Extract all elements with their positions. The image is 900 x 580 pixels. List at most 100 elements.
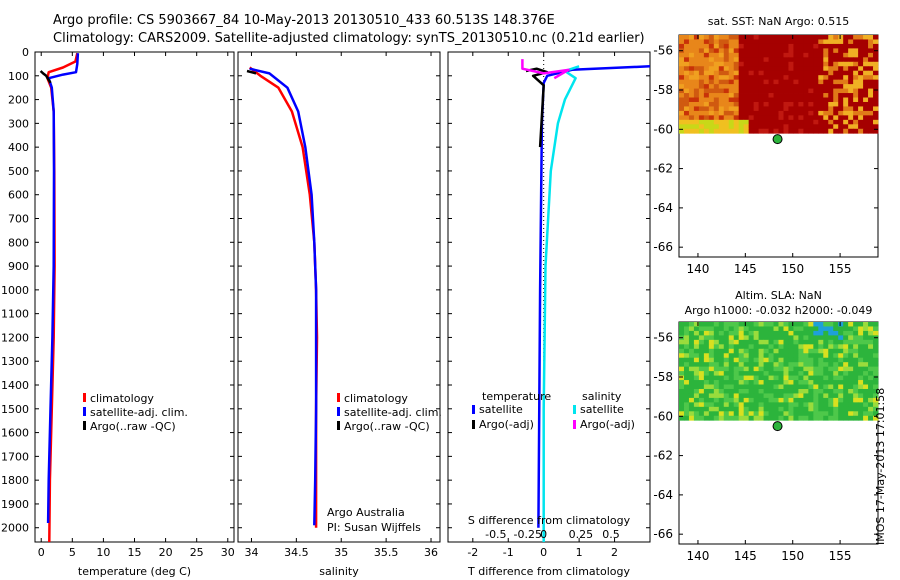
heatmap-cell (713, 330, 720, 336)
heatmap-cell (788, 35, 794, 40)
heatmap-cell (688, 52, 695, 58)
heatmap-cell (708, 380, 715, 385)
heatmap-cell (808, 335, 814, 341)
heatmap-cell (778, 124, 784, 130)
heatmap-cell (698, 344, 705, 350)
heatmap-cell (723, 39, 730, 45)
heatmap-cell (848, 88, 854, 94)
heatmap-cell (679, 380, 685, 385)
heatmap-cell (808, 128, 814, 134)
heatmap-cell (803, 415, 809, 421)
heatmap-cell (868, 415, 874, 421)
heatmap-cell (743, 84, 750, 89)
heatmap-cell (853, 411, 859, 417)
heatmap-cell (798, 70, 804, 76)
heatmap-cell (803, 35, 809, 40)
heatmap-cell (728, 375, 735, 381)
heatmap-cell (688, 48, 695, 54)
x-tick-label: 35 (334, 546, 348, 559)
heatmap-cell (713, 322, 720, 327)
heatmap-cell (773, 128, 779, 134)
heatmap-cell (743, 106, 750, 112)
heatmap-cell (833, 406, 839, 412)
heatmap-cells (679, 35, 879, 134)
heatmap-cell (808, 88, 814, 94)
heatmap-cell (838, 106, 844, 112)
heatmap-cell (843, 362, 849, 368)
heatmap-cell (838, 384, 844, 390)
heatmap-cell (763, 57, 769, 63)
heatmap-cell (688, 335, 695, 341)
heatmap-cell (748, 88, 755, 94)
heatmap-cell (833, 70, 839, 76)
map-y-tick-label: -66 (653, 240, 673, 254)
heatmap-cell (758, 88, 764, 94)
heatmap-cell (748, 115, 755, 121)
heatmap-cell (733, 366, 740, 372)
heatmap-cell (848, 393, 854, 399)
heatmap-cell (753, 339, 760, 345)
heatmap-cell (679, 371, 685, 376)
heatmap-cell (838, 115, 844, 121)
heatmap-cell (703, 353, 710, 359)
heatmap-cell (698, 366, 705, 372)
heatmap-cell (833, 402, 839, 408)
heatmap-cell (768, 335, 774, 341)
heatmap-cell (753, 402, 760, 408)
heatmap-cell (733, 415, 740, 421)
heatmap-cell (758, 101, 764, 107)
heatmap-cell (773, 57, 779, 63)
heatmap-cell (718, 110, 725, 116)
heatmap-cell (843, 39, 849, 45)
heatmap-cell (733, 330, 740, 336)
heatmap-cell (773, 101, 779, 107)
heatmap-cell (733, 326, 740, 332)
heatmap-cell (688, 380, 695, 385)
heatmap-cell (873, 128, 879, 134)
heatmap-cell (788, 128, 794, 134)
heatmap-cell (828, 348, 834, 354)
heatmap-cell (738, 75, 745, 81)
heatmap-cell (808, 362, 814, 368)
heatmap-cell (679, 326, 685, 332)
heatmap-cell (858, 415, 864, 421)
x-axis-label: temperature (deg C) (78, 565, 191, 578)
heatmap-cell (778, 101, 784, 107)
heatmap-cell (763, 384, 769, 390)
heatmap-cell (728, 66, 735, 72)
heatmap-cell (858, 411, 864, 417)
heatmap-cell (788, 52, 794, 58)
heatmap-cell (713, 353, 720, 359)
heatmap-cell (788, 119, 794, 125)
heatmap-cell (848, 48, 854, 54)
heatmap-cell (818, 52, 824, 58)
heatmap-cell (683, 79, 690, 85)
heatmap-cell (693, 106, 700, 112)
heatmap-cell (688, 128, 695, 134)
heatmap-cell (863, 339, 869, 345)
heatmap-cell (823, 348, 829, 354)
heatmap-cell (838, 380, 844, 385)
heatmap-cell (703, 84, 710, 89)
heatmap-cell (758, 406, 764, 412)
heatmap-cell (868, 35, 874, 40)
heatmap-cell (723, 97, 730, 103)
heatmap-cell (688, 357, 695, 363)
heatmap-cell (693, 366, 700, 372)
heatmap-cell (763, 415, 769, 421)
heatmap-cell (693, 61, 700, 67)
heatmap-cell (693, 322, 700, 327)
heatmap-cell (793, 115, 799, 121)
heatmap-cell (808, 75, 814, 81)
heatmap-cell (728, 371, 735, 376)
heatmap-cell (848, 384, 854, 390)
s-axis-label: S difference from climatology (468, 514, 631, 527)
heatmap-cell (868, 110, 874, 116)
heatmap-cell (703, 380, 710, 385)
x-tick-label: 34.5 (284, 546, 309, 559)
heatmap-cell (803, 84, 809, 89)
heatmap-cell (843, 330, 849, 336)
heatmap-cell (773, 115, 779, 121)
heatmap-cell (803, 353, 809, 359)
heatmap-cell (758, 43, 764, 49)
